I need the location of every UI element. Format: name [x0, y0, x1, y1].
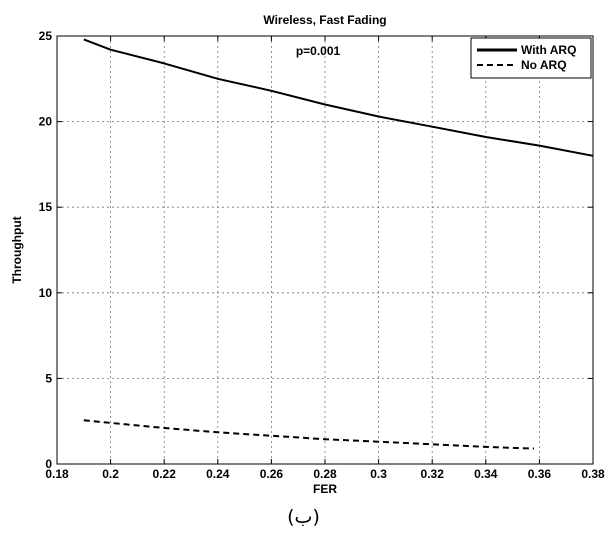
chart-title: Wireless, Fast Fading	[263, 13, 386, 27]
x-tick-label: 0.34	[474, 467, 498, 481]
y-tick-label: 15	[39, 200, 53, 214]
y-tick-label: 10	[39, 286, 53, 300]
y-tick-label: 5	[45, 371, 52, 385]
series-layer	[83, 38, 594, 450]
legend-box	[470, 37, 592, 79]
x-tick-label: 0.26	[260, 467, 284, 481]
legend-label-no-arq: No ARQ	[521, 58, 567, 72]
x-tick-label: 0.32	[421, 467, 445, 481]
figure-caption: (ب)	[287, 506, 320, 528]
legend-label-with-arq: With ARQ	[521, 43, 576, 57]
x-axis-label: FER	[313, 482, 337, 496]
x-tick-label: 0.18	[45, 467, 69, 481]
x-tick-label: 0.36	[528, 467, 552, 481]
grid	[57, 36, 593, 464]
x-tick-label: 0.38	[581, 467, 605, 481]
x-tick-label: 0.2	[102, 467, 119, 481]
x-tick-label: 0.24	[206, 467, 230, 481]
series-line-no-arq	[83, 419, 535, 450]
annotation-p: p=0.001	[296, 44, 341, 58]
plot-frame	[56, 35, 594, 465]
y-tick-label: 25	[39, 29, 53, 43]
ticks: 0.18 0.2 0.22 0.24 0.26 0.28 0.3 0.32 0.34 0.36 0.…	[39, 29, 605, 481]
y-tick-label: 0	[45, 457, 52, 471]
x-tick-label: 0.3	[370, 467, 387, 481]
legend: With ARQ No ARQ	[470, 37, 592, 79]
y-tick-label: 20	[39, 115, 53, 129]
x-tick-label: 0.28	[313, 467, 337, 481]
y-axis-label: Throughput	[10, 216, 24, 283]
x-tick-label: 0.22	[153, 467, 177, 481]
series-line-with-arq	[83, 38, 594, 157]
